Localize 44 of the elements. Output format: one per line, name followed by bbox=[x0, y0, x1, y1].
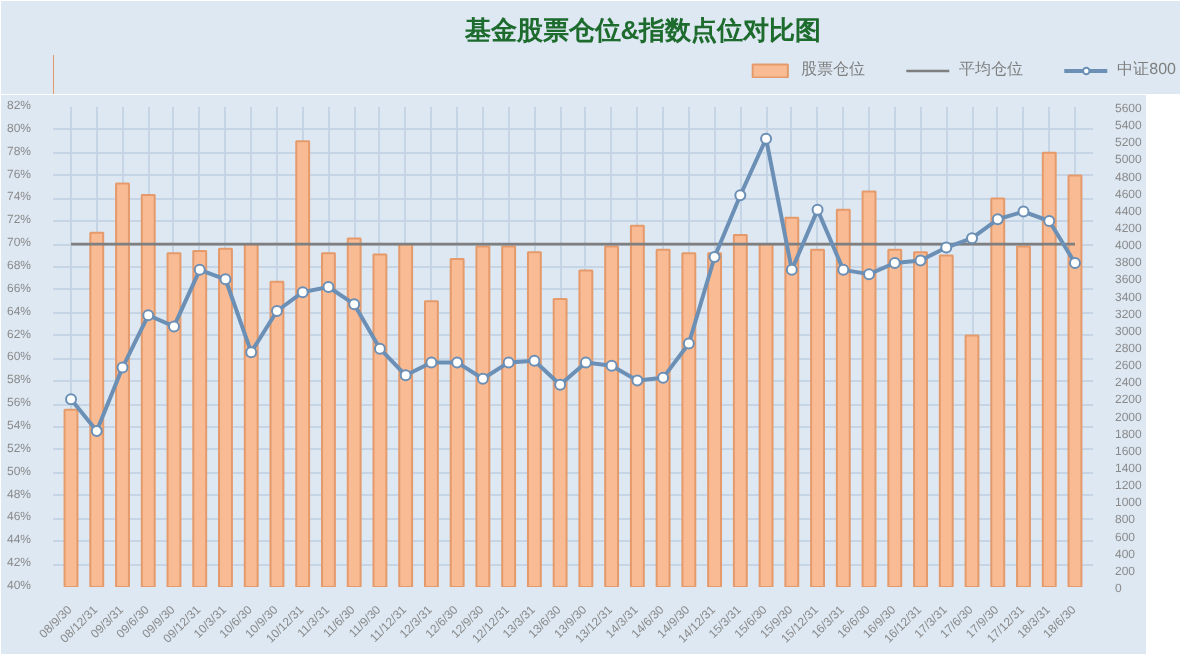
point bbox=[682, 337, 695, 350]
point bbox=[296, 286, 309, 299]
point bbox=[888, 257, 901, 269]
point bbox=[245, 346, 258, 359]
point bbox=[399, 369, 412, 382]
point bbox=[373, 342, 386, 355]
point bbox=[631, 374, 644, 387]
point bbox=[1017, 205, 1030, 218]
point bbox=[785, 263, 798, 276]
point bbox=[837, 263, 850, 276]
point bbox=[760, 132, 773, 145]
point bbox=[142, 309, 155, 322]
point bbox=[451, 356, 464, 369]
legend-label: 中证800 bbox=[1117, 58, 1176, 80]
point bbox=[579, 356, 592, 369]
legend-label: 平均仓位 bbox=[959, 58, 1024, 80]
point bbox=[811, 203, 824, 216]
point bbox=[193, 263, 206, 276]
point bbox=[991, 213, 1004, 226]
point bbox=[476, 372, 489, 385]
point bbox=[528, 354, 541, 367]
point bbox=[657, 371, 670, 384]
point bbox=[90, 425, 103, 437]
point bbox=[502, 356, 515, 369]
point bbox=[914, 254, 927, 267]
point bbox=[65, 393, 78, 406]
point bbox=[966, 232, 979, 245]
point bbox=[708, 251, 721, 263]
point bbox=[116, 361, 129, 374]
point bbox=[940, 241, 953, 254]
point bbox=[322, 281, 335, 293]
point bbox=[554, 378, 567, 391]
point bbox=[219, 273, 232, 286]
point bbox=[734, 189, 747, 202]
point bbox=[863, 268, 876, 281]
point bbox=[1043, 215, 1056, 227]
point bbox=[270, 305, 283, 317]
point bbox=[167, 320, 180, 333]
point bbox=[1068, 257, 1081, 269]
legend-label: 股票仓位 bbox=[801, 58, 866, 80]
chart-title: 基金股票仓位&指数点位对比图 bbox=[462, 15, 822, 45]
point bbox=[605, 359, 618, 372]
point bbox=[425, 356, 438, 369]
point bbox=[348, 298, 361, 311]
